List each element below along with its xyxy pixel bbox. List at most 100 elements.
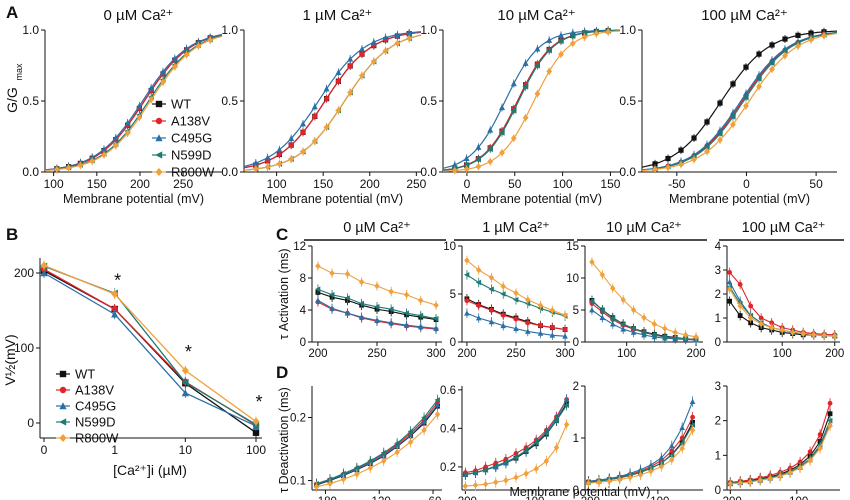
y-tick-label: 200 — [14, 266, 34, 280]
legend-label-A138V: A138V — [171, 114, 210, 129]
data-point-R800W — [406, 34, 413, 42]
data-point-A138V — [324, 96, 330, 102]
x-tick-label: 10 — [179, 443, 193, 457]
tau-activation-point-C495G — [417, 323, 424, 330]
data-point-C495G — [300, 120, 306, 127]
tau-deactivation-point-N599D — [543, 430, 549, 436]
tau-deactivation-line-N599D — [465, 404, 568, 476]
x-tick-label: 250 — [406, 177, 426, 191]
tau-activation-point-R800W — [488, 274, 495, 281]
tau-activation-point-N599D — [672, 335, 678, 341]
data-point-R800W — [652, 165, 658, 173]
tau-activation-line-R800W — [591, 261, 697, 338]
tau-deactivation-point-R800W — [627, 474, 633, 481]
tau-activation-point-R800W — [620, 296, 626, 303]
tau-deactivation-point-WT — [827, 411, 833, 417]
legend-label-C495G: C495G — [171, 131, 212, 146]
data-point-C495G — [394, 31, 401, 38]
data-point-R800W — [77, 161, 84, 169]
panel-a-title-0: 0 µM Ca²⁺ — [104, 7, 174, 24]
vhalf-point-R800W — [111, 290, 119, 298]
data-point-R800W — [546, 67, 553, 75]
fit-curve-R800W — [243, 34, 422, 171]
tau-deactivation-point-N599D — [513, 454, 519, 461]
tau-deactivation-point-N599D — [462, 471, 468, 478]
fit-curve-A138V — [641, 32, 838, 171]
data-point-R800W — [112, 142, 119, 150]
data-point-WT — [795, 32, 801, 38]
vhalf-point-C495G — [111, 310, 119, 318]
x-tick-label: 100 — [267, 177, 287, 191]
tau-activation-point-R800W — [537, 302, 544, 309]
tau-activation-point-A138V — [513, 316, 519, 322]
y-tick-label: 8 — [300, 273, 306, 285]
tau-deactivation-point-R800W — [807, 457, 813, 464]
y-tick-label: 3 — [715, 381, 721, 393]
tau-activation-point-N599D — [329, 292, 335, 298]
tau-deactivation-point-R800W — [394, 448, 400, 456]
data-point-C495G — [311, 103, 318, 110]
data-point-C495G — [359, 45, 365, 52]
legend-marker-C495G — [59, 402, 67, 410]
tau-deactivation-point-R800W — [827, 422, 833, 430]
y-tick-label: 0 — [715, 485, 721, 497]
data-point-R800W — [593, 30, 600, 38]
tau-activation-point-A138V — [476, 303, 482, 308]
data-point-R800W — [207, 36, 214, 44]
significance-star-0: * — [114, 271, 121, 291]
vhalf-point-C495G — [181, 389, 189, 397]
data-point-R800W — [558, 50, 564, 58]
tau-activation-point-C495G — [513, 325, 519, 331]
data-point-C495G — [546, 37, 553, 43]
legend-label-A138V: A138V — [75, 383, 114, 398]
tau-activation-point-R800W — [610, 285, 616, 292]
data-point-N599D — [742, 94, 749, 101]
data-point-R800W — [195, 42, 202, 50]
data-point-R800W — [276, 160, 283, 168]
tau-deactivation-point-C495G — [668, 442, 675, 449]
x-tick-label: -100 — [646, 496, 669, 500]
x-tick-label: 100 — [773, 348, 792, 360]
data-point-C495G — [451, 161, 458, 168]
data-point-WT — [665, 155, 671, 162]
tau-activation-point-R800W — [768, 324, 775, 331]
tau-activation-point-A138V — [538, 323, 543, 329]
legend-label-R800W: R800W — [171, 165, 215, 180]
data-point-R800W — [347, 89, 354, 96]
tau-deactivation-point-R800W — [585, 480, 592, 487]
x-tick-label: 100 — [246, 443, 266, 457]
tau-activation-point-N599D — [463, 272, 470, 278]
data-point-C495G — [370, 38, 377, 45]
x-tick-label: 0 — [464, 177, 471, 191]
data-point-N599D — [768, 59, 775, 66]
tau-deactivation-point-R800W — [727, 480, 734, 487]
data-point-C495G — [124, 119, 131, 126]
legend-marker-A138V — [155, 117, 163, 125]
data-point-N599D — [716, 130, 723, 137]
panel-d-ylabel: τ Deactivation (ms) — [277, 387, 291, 493]
tau-activation-point-A138V — [525, 320, 531, 326]
y-tick-label: 2 — [573, 381, 579, 393]
tau-activation-point-R800W — [388, 288, 394, 295]
tau-deactivation-line-N599D — [316, 399, 438, 485]
data-point-WT — [730, 81, 736, 87]
tau-activation-point-R800W — [693, 333, 699, 341]
data-point-WT — [678, 147, 684, 153]
data-point-C495G — [101, 146, 107, 152]
panel-c-title-1: 1 µM Ca²⁺ — [482, 220, 550, 236]
tau-deactivation-point-R800W — [313, 483, 320, 491]
panel-a-xlabel-0: Membrane potential (mV) — [63, 192, 204, 206]
tau-deactivation-point-R800W — [747, 478, 753, 486]
data-point-C495G — [347, 55, 354, 62]
data-point-R800W — [475, 163, 482, 170]
data-point-A138V — [335, 78, 341, 84]
tau-activation-point-C495G — [524, 328, 531, 334]
y-tick-label: 1 — [715, 450, 721, 462]
tau-deactivation-point-R800W — [737, 479, 743, 487]
tau-deactivation-point-R800W — [407, 438, 414, 446]
vhalf-point-A138V — [111, 305, 118, 313]
tau-deactivation-point-R800W — [553, 444, 560, 451]
tau-activation-point-C495G — [488, 318, 495, 325]
tau-activation-point-N599D — [433, 316, 439, 322]
